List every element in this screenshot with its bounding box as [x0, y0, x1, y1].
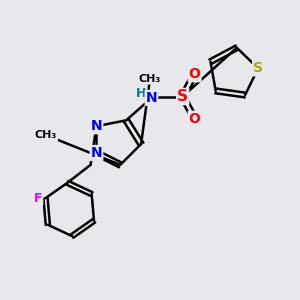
- Text: S: S: [177, 89, 188, 104]
- Text: N: N: [146, 91, 157, 105]
- Text: N: N: [91, 119, 102, 133]
- Text: CH₃: CH₃: [35, 130, 57, 140]
- Text: N: N: [91, 146, 102, 160]
- Text: H: H: [136, 87, 146, 100]
- Text: S: S: [253, 61, 263, 75]
- Text: CH₃: CH₃: [139, 74, 161, 84]
- Text: O: O: [189, 67, 200, 81]
- Text: F: F: [34, 192, 42, 205]
- Text: O: O: [189, 112, 200, 126]
